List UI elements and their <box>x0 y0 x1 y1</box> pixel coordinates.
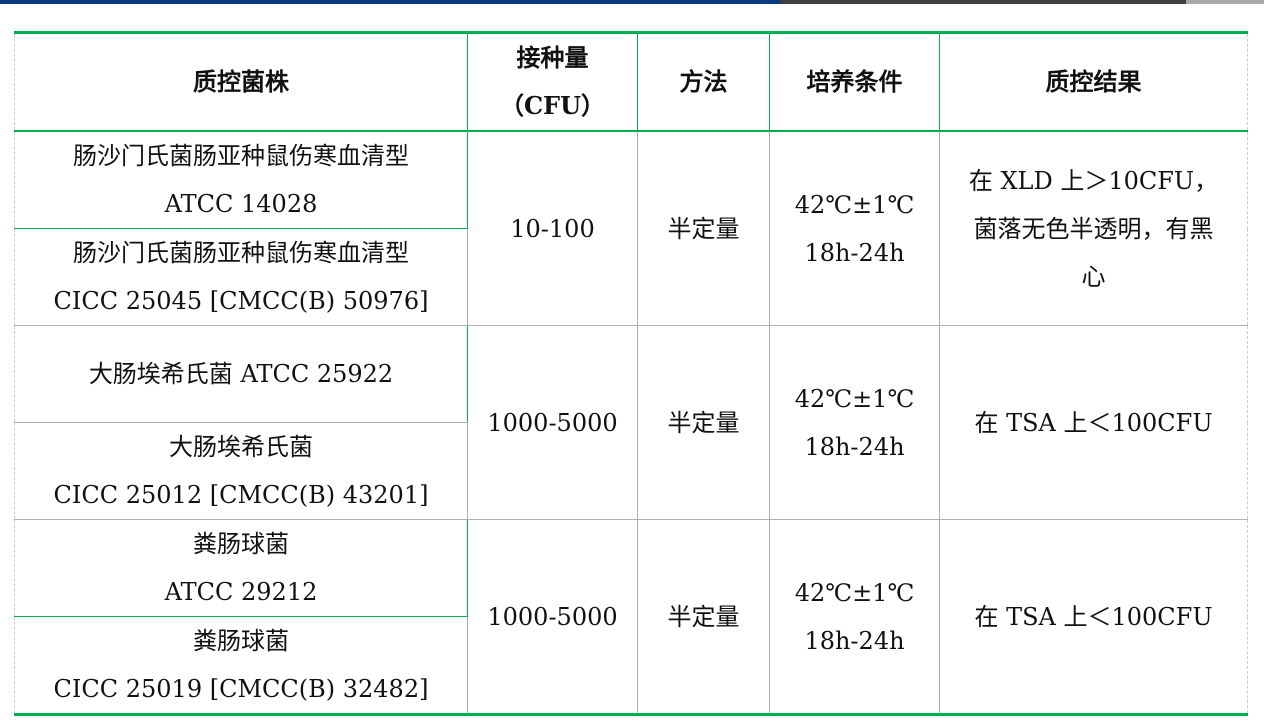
result-cell: 在 TSA 上＜100CFU <box>939 325 1248 520</box>
result-cell-line: 在 XLD 上＞10CFU， <box>968 166 1219 195</box>
table-row: 肠沙门氏菌肠亚种鼠伤寒血清型 ATCC 14028 10-100 半定量 42℃±1℃ 1… <box>14 130 1248 326</box>
result-cell: 在 TSA 上＜100CFU <box>939 519 1248 715</box>
header-inoculum-line2: （CFU） <box>499 91 606 120</box>
strain-cell: 大肠埃希氏菌 ATCC 25922 <box>14 325 468 423</box>
table-row: 粪肠球菌 ATCC 29212 1000-5000 半定量 42℃±1℃ 18h-24h 在… <box>14 519 1248 715</box>
strain-line: CICC 25012 [CMCC(B) 43201] <box>53 481 429 509</box>
header-conditions: 培养条件 <box>769 32 940 132</box>
conditions-cell-line: 42℃±1℃ <box>794 384 915 413</box>
method-cell: 半定量 <box>637 130 770 326</box>
result-cell-line: 在 TSA 上＜100CFU <box>974 602 1213 631</box>
header-row: 质控菌株 接种量 （CFU） 方法 培养条件 质控结果 <box>14 32 1248 132</box>
strain-line: ATCC 14028 <box>164 190 318 218</box>
strain-line: CICC 25019 [CMCC(B) 32482] <box>53 675 429 703</box>
strain-line: 大肠埃希氏菌 ATCC 25922 <box>88 360 394 388</box>
conditions-cell-line: 18h-24h <box>804 432 905 461</box>
table-row: 粪肠球菌 CICC 25019 [CMCC(B) 32482] <box>14 616 1248 715</box>
header-inoculum-line1: 接种量 <box>516 43 589 72</box>
result-cell: 在 XLD 上＞10CFU， 菌落无色半透明，有黑心 <box>939 130 1248 326</box>
conditions-cell: 42℃±1℃ 18h-24h <box>769 519 940 715</box>
strain-cell: 粪肠球菌 CICC 25019 [CMCC(B) 32482] <box>14 616 468 715</box>
table-row: 肠沙门氏菌肠亚种鼠伤寒血清型 CICC 25045 [CMCC(B) 50976] <box>14 228 1248 326</box>
strain-line: 大肠埃希氏菌 <box>169 433 313 461</box>
conditions-cell-line: 18h-24h <box>804 238 905 267</box>
qc-strain-table: 质控菌株 接种量 （CFU） 方法 培养条件 质控结果 肠沙门氏菌肠亚种鼠伤寒血清… <box>14 31 1248 716</box>
strain-line: CICC 25045 [CMCC(B) 50976] <box>53 287 429 315</box>
method-cell: 半定量 <box>637 519 770 715</box>
strain-line: 肠沙门氏菌肠亚种鼠伤寒血清型 <box>73 142 409 170</box>
method-cell: 半定量 <box>637 325 770 520</box>
header-result: 质控结果 <box>939 32 1248 132</box>
strain-cell: 大肠埃希氏菌 CICC 25012 [CMCC(B) 43201] <box>14 422 468 520</box>
conditions-cell-line: 42℃±1℃ <box>794 190 915 219</box>
header-method: 方法 <box>637 32 770 132</box>
topbar-light-segment <box>1186 0 1264 4</box>
strain-line: 肠沙门氏菌肠亚种鼠伤寒血清型 <box>73 239 409 267</box>
table-row: 大肠埃希氏菌 ATCC 25922 1000-5000 半定量 42℃±1℃ 18h-2… <box>14 325 1248 520</box>
conditions-cell: 42℃±1℃ 18h-24h <box>769 130 940 326</box>
strain-cell: 肠沙门氏菌肠亚种鼠伤寒血清型 CICC 25045 [CMCC(B) 50976] <box>14 228 468 326</box>
strain-cell: 粪肠球菌 ATCC 29212 <box>14 519 468 617</box>
inoculum-cell: 10-100 <box>467 130 638 326</box>
result-cell-line: 在 TSA 上＜100CFU <box>974 408 1213 437</box>
strain-line: ATCC 29212 <box>164 578 318 606</box>
inoculum-cell: 1000-5000 <box>467 325 638 520</box>
conditions-cell: 42℃±1℃ 18h-24h <box>769 325 940 520</box>
strain-line: 粪肠球菌 <box>193 627 289 655</box>
header-inoculum: 接种量 （CFU） <box>467 32 638 132</box>
result-cell-line: 菌落无色半透明，有黑 <box>973 214 1214 243</box>
topbar-dark-segment <box>780 0 1186 4</box>
result-cell-line: 心 <box>1081 262 1106 291</box>
strain-cell: 肠沙门氏菌肠亚种鼠伤寒血清型 ATCC 14028 <box>14 130 468 229</box>
strain-line: 粪肠球菌 <box>193 530 289 558</box>
conditions-cell-line: 18h-24h <box>804 626 905 655</box>
conditions-cell-line: 42℃±1℃ <box>794 578 915 607</box>
topbar-blue-segment <box>0 0 780 4</box>
inoculum-cell: 1000-5000 <box>467 519 638 715</box>
top-color-bar <box>0 0 1264 4</box>
header-strain: 质控菌株 <box>14 32 468 132</box>
